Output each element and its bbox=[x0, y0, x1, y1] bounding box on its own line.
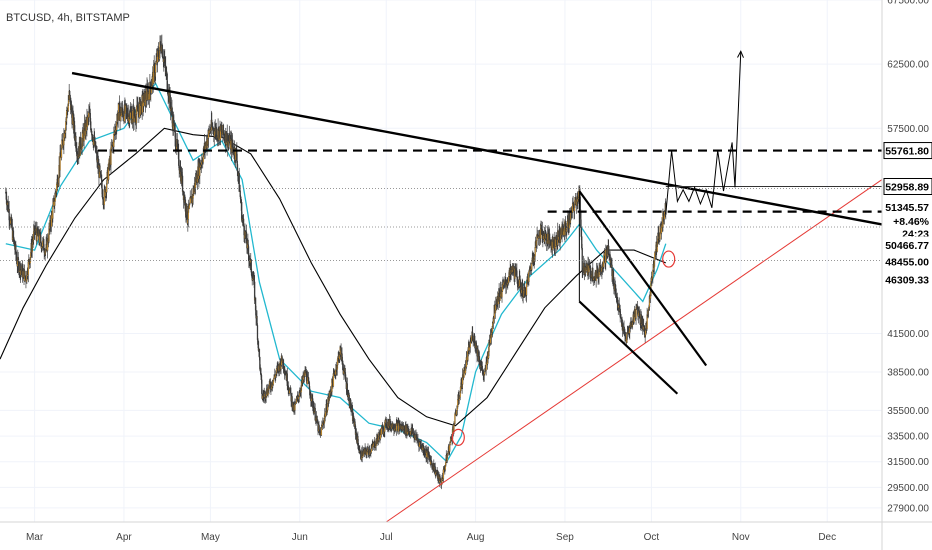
candle-body-up bbox=[366, 451, 368, 456]
x-tick-label: Aug bbox=[467, 532, 485, 543]
y-tick-label: 27900.00 bbox=[887, 503, 929, 514]
y-tick-label: 33500.00 bbox=[887, 432, 929, 443]
candle bbox=[525, 280, 528, 303]
x-tick-label: May bbox=[201, 532, 220, 543]
grid-layer bbox=[0, 0, 882, 522]
symbol-title: BTCUSD, 4h, BITSTAMP bbox=[6, 12, 130, 24]
candle-body-up bbox=[189, 202, 191, 205]
x-tick-label: Oct bbox=[644, 532, 660, 543]
candle-body-up bbox=[534, 247, 536, 257]
candle bbox=[380, 424, 383, 438]
candle-body-down bbox=[99, 165, 101, 172]
candle-body-down bbox=[24, 270, 26, 277]
candle-body-down bbox=[472, 332, 474, 340]
x-tick-label: Nov bbox=[732, 532, 750, 543]
candle bbox=[454, 413, 456, 425]
candle-body-down bbox=[289, 387, 292, 394]
price-tag: 50466.77 bbox=[883, 236, 932, 254]
y-tick-label: 38500.00 bbox=[887, 367, 929, 378]
price-tag-label: 48455.00 bbox=[885, 257, 929, 269]
candle-body-up bbox=[52, 206, 54, 219]
y-tick-label: 67500.00 bbox=[887, 0, 929, 7]
candle-body-down bbox=[69, 95, 71, 99]
candle-body-up bbox=[142, 102, 145, 107]
candle-body-up bbox=[501, 291, 503, 298]
price-tag: 55761.80 bbox=[883, 142, 932, 160]
candle-body-up bbox=[154, 63, 157, 73]
candle-body-down bbox=[242, 218, 245, 227]
y-tick-label: 62500.00 bbox=[887, 60, 929, 71]
y-tick-label: 29500.00 bbox=[887, 483, 929, 494]
candle bbox=[654, 252, 656, 267]
price-tag-label: 55761.80 bbox=[885, 146, 929, 158]
price-tag-label: 51345.57 bbox=[885, 202, 929, 214]
price-tag-label: 50466.77 bbox=[885, 240, 929, 252]
y-tick-label: 57500.00 bbox=[887, 124, 929, 135]
y-tick-label: 41500.00 bbox=[887, 329, 929, 340]
x-tick-label: Dec bbox=[818, 532, 836, 543]
candle bbox=[472, 326, 474, 341]
candle-body-up bbox=[88, 112, 90, 118]
candle bbox=[294, 398, 296, 415]
candle-body-up bbox=[150, 88, 152, 94]
x-tick-label: Apr bbox=[116, 532, 132, 543]
candle-body-down bbox=[481, 365, 483, 371]
candle-body-down bbox=[186, 204, 188, 220]
candle-body-down bbox=[181, 175, 184, 192]
candle-body-down bbox=[258, 349, 261, 358]
price-tag: 48455.00 bbox=[883, 253, 932, 271]
candle-body-up bbox=[380, 428, 383, 436]
y-tick-label: 31500.00 bbox=[887, 457, 929, 468]
candle-body-down bbox=[260, 368, 262, 374]
candle-body-up bbox=[654, 252, 656, 261]
price-tag: 52958.89 bbox=[883, 177, 932, 195]
candle-body-up bbox=[649, 295, 652, 299]
candle-body-up bbox=[370, 448, 372, 453]
x-tick-label: Mar bbox=[26, 532, 44, 543]
x-tick-label: Sep bbox=[556, 532, 574, 543]
candle-body-up bbox=[458, 398, 460, 401]
candle-body-up bbox=[442, 469, 445, 480]
x-tick-label: Jun bbox=[292, 532, 308, 543]
price-tag: 46309.33 bbox=[883, 271, 932, 289]
candle-body-up bbox=[454, 413, 456, 424]
candle-body-down bbox=[248, 253, 250, 262]
price-tag-label: 52958.89 bbox=[885, 181, 929, 193]
candle-body-down bbox=[256, 325, 259, 340]
x-tick-label: Jul bbox=[380, 532, 393, 543]
y-tick-label: 35500.00 bbox=[887, 406, 929, 417]
candle-body-up bbox=[457, 399, 459, 408]
candle-body-up bbox=[448, 444, 451, 452]
price-tag-label: 46309.33 bbox=[885, 275, 929, 287]
candle-body-up bbox=[525, 282, 528, 296]
candle-body-up bbox=[54, 201, 56, 206]
candle-body-down bbox=[581, 247, 583, 271]
candle bbox=[430, 455, 433, 463]
